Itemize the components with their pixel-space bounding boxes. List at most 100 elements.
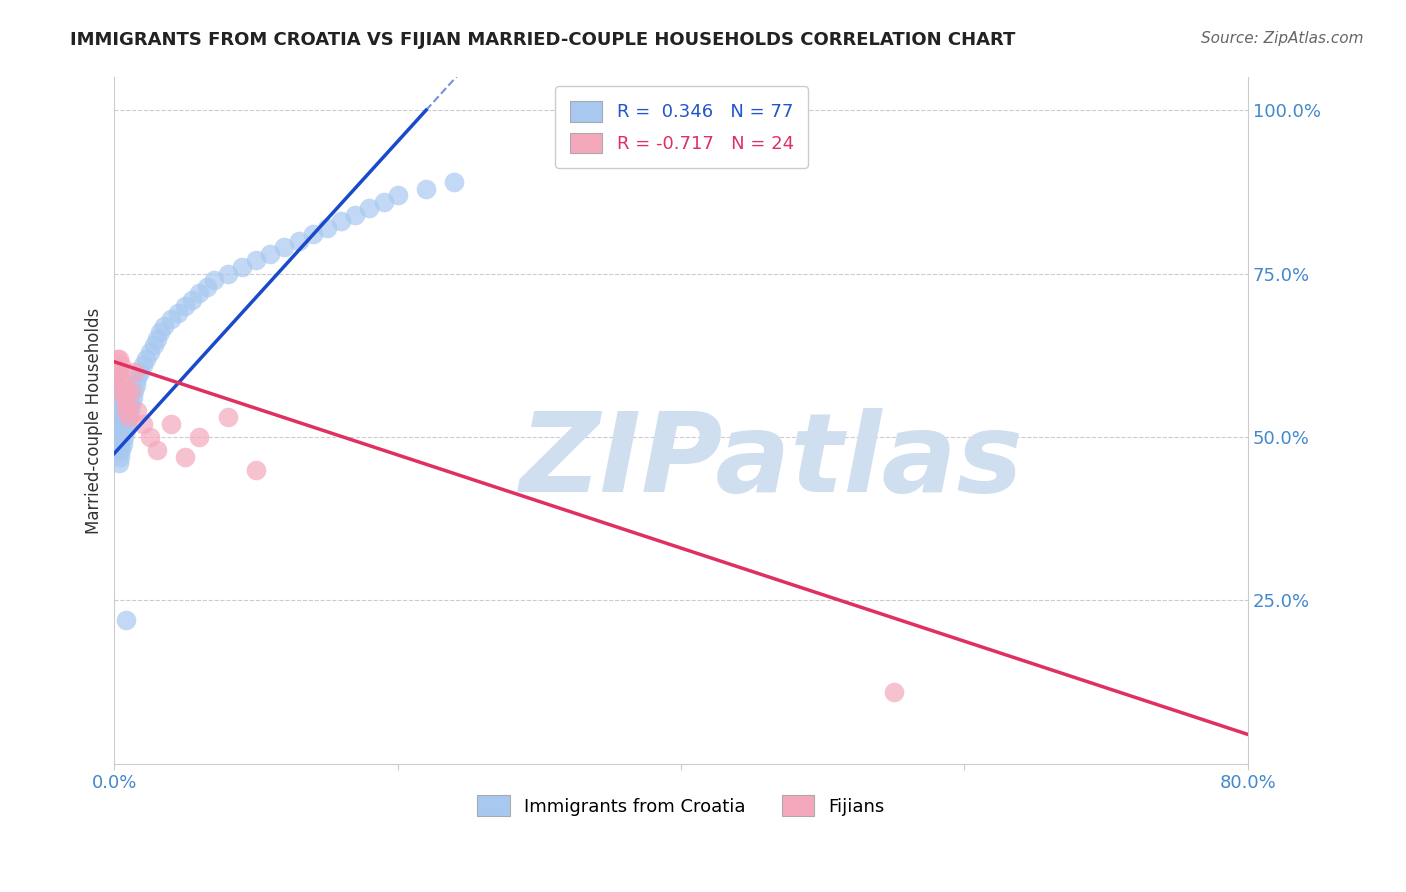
Point [111, 436, 134, 450]
Point [111, 424, 134, 438]
Point [443, 175, 465, 189]
Point [143, 338, 166, 352]
Point [114, 404, 136, 418]
Point [188, 286, 211, 301]
Point [174, 450, 197, 464]
Point [115, 417, 138, 431]
Point [195, 279, 218, 293]
Point [121, 391, 143, 405]
Point [108, 450, 131, 464]
Point [104, 417, 127, 431]
Point [107, 417, 129, 431]
Point [111, 377, 134, 392]
Point [259, 247, 281, 261]
Point [117, 410, 139, 425]
Point [132, 358, 155, 372]
Point [108, 371, 131, 385]
Point [117, 397, 139, 411]
Point [117, 410, 139, 425]
Point [330, 214, 353, 228]
Point [114, 424, 136, 438]
Point [129, 365, 152, 379]
Point [132, 417, 155, 431]
Point [188, 430, 211, 444]
Point [108, 410, 131, 425]
Point [107, 456, 129, 470]
Point [111, 397, 134, 411]
Point [373, 194, 395, 209]
Point [124, 377, 146, 392]
Point [146, 443, 169, 458]
Text: Source: ZipAtlas.com: Source: ZipAtlas.com [1201, 31, 1364, 46]
Point [118, 404, 141, 418]
Point [110, 358, 132, 372]
Point [108, 397, 131, 411]
Point [359, 201, 381, 215]
Point [105, 404, 128, 418]
Point [108, 436, 131, 450]
Point [202, 273, 225, 287]
Point [104, 397, 127, 411]
Point [107, 430, 129, 444]
Point [301, 227, 323, 242]
Point [112, 391, 135, 405]
Point [231, 260, 253, 274]
Point [107, 443, 129, 458]
Point [115, 397, 138, 411]
Point [105, 430, 128, 444]
Point [415, 181, 437, 195]
Point [316, 220, 339, 235]
Legend: Immigrants from Croatia, Fijians: Immigrants from Croatia, Fijians [470, 789, 893, 823]
Point [273, 240, 295, 254]
Point [112, 404, 135, 418]
Point [217, 267, 239, 281]
Point [139, 345, 162, 359]
Point [108, 424, 131, 438]
Point [107, 351, 129, 366]
Point [135, 351, 157, 366]
Point [105, 365, 128, 379]
Point [122, 384, 145, 399]
Point [114, 384, 136, 399]
Point [883, 685, 905, 699]
Point [107, 391, 129, 405]
Point [146, 332, 169, 346]
Point [111, 410, 134, 425]
Point [160, 312, 183, 326]
Point [387, 188, 409, 202]
Point [120, 384, 142, 399]
Point [181, 293, 204, 307]
Point [110, 404, 132, 418]
Point [139, 430, 162, 444]
Point [114, 613, 136, 627]
Point [104, 404, 127, 418]
Point [122, 365, 145, 379]
Point [105, 443, 128, 458]
Point [160, 417, 183, 431]
Point [110, 384, 132, 399]
Point [344, 208, 367, 222]
Point [110, 430, 132, 444]
Point [105, 391, 128, 405]
Point [105, 417, 128, 431]
Y-axis label: Married-couple Households: Married-couple Households [86, 308, 103, 533]
Point [245, 253, 267, 268]
Point [287, 234, 309, 248]
Point [104, 430, 127, 444]
Point [120, 397, 142, 411]
Point [110, 443, 132, 458]
Point [104, 384, 127, 399]
Point [149, 326, 172, 340]
Point [105, 377, 128, 392]
Point [153, 318, 176, 333]
Point [217, 410, 239, 425]
Point [112, 417, 135, 431]
Point [112, 430, 135, 444]
Point [105, 351, 128, 366]
Text: IMMIGRANTS FROM CROATIA VS FIJIAN MARRIED-COUPLE HOUSEHOLDS CORRELATION CHART: IMMIGRANTS FROM CROATIA VS FIJIAN MARRIE… [70, 31, 1015, 49]
Point [115, 404, 138, 418]
Point [245, 463, 267, 477]
Point [125, 371, 148, 385]
Point [125, 404, 148, 418]
Point [167, 306, 190, 320]
